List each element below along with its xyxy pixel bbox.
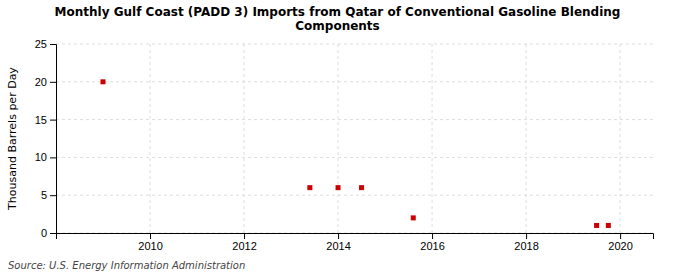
- x-tick-mark: [338, 233, 339, 239]
- x-axis: 2010 2012 2014 2016 2018 2020: [57, 233, 654, 252]
- x-tick-mark: [150, 233, 151, 239]
- x-tick-label: 2012: [232, 240, 256, 252]
- y-axis-line: [50, 45, 57, 234]
- plot-area: 2010 2012 2014 2016 2018 2020 0 5 10 15 20 25: [35, 38, 654, 252]
- point: [359, 185, 364, 190]
- grid-line-y: [56, 195, 653, 196]
- y-tick-label: 20: [35, 76, 47, 88]
- y-tick: 15: [35, 114, 56, 126]
- y-tick-mark: [50, 233, 56, 234]
- x-tick: 2012: [232, 233, 256, 252]
- y-tick-label: 10: [35, 151, 47, 163]
- points: [101, 79, 611, 228]
- x-tick: 2016: [420, 233, 444, 252]
- x-tick-mark: [432, 233, 433, 239]
- grid-line-x: [338, 44, 339, 233]
- y-tick-label: 5: [41, 189, 47, 201]
- y-tick-label: 15: [35, 114, 47, 126]
- grid-line-x: [526, 44, 527, 233]
- point: [101, 79, 106, 84]
- y-tick: 10: [35, 151, 56, 163]
- point: [606, 223, 611, 228]
- grid-line-y: [56, 157, 653, 158]
- grid-line-y: [56, 119, 653, 120]
- point: [411, 215, 416, 220]
- point: [594, 223, 599, 228]
- x-tick: 2010: [138, 233, 162, 252]
- y-tick-mark: [50, 157, 56, 158]
- source: Source: U.S. Energy Information Administ…: [8, 260, 245, 271]
- chart: 2010 2012 2014 2016 2018 2020 0 5 10 15 20 25 Monthl…: [0, 0, 675, 275]
- title-line: Components: [295, 19, 380, 33]
- y-tick: 25: [35, 38, 56, 50]
- point: [336, 185, 341, 190]
- grid-line-y: [56, 81, 653, 82]
- x-tick-label: 2014: [326, 240, 350, 252]
- grid-line-x: [244, 44, 245, 233]
- y-tick-mark: [50, 82, 56, 83]
- y-tick: 20: [35, 76, 56, 88]
- x-tick-label: 2010: [138, 240, 162, 252]
- x-tick-label: 2018: [514, 240, 538, 252]
- y-tick-mark: [50, 195, 56, 196]
- x-axis-line: [57, 234, 654, 240]
- grid-line-x: [150, 44, 151, 233]
- title: Monthly Gulf Coast (PADD 3) Imports from…: [55, 5, 621, 33]
- y-tick-mark: [50, 44, 56, 45]
- y-axis: 0 5 10 15 20 25: [35, 38, 57, 239]
- y-tick-mark: [50, 120, 56, 121]
- grid: [56, 44, 653, 233]
- x-tick: 2020: [608, 233, 632, 252]
- point: [307, 185, 312, 190]
- y-tick: 0: [41, 227, 56, 239]
- x-tick: 2014: [326, 233, 350, 252]
- x-tick-label: 2020: [608, 240, 632, 252]
- y-axis-label: Thousand Barrels per Day: [6, 67, 19, 211]
- grid-line-y: [56, 44, 653, 45]
- y-tick-label: 0: [41, 227, 47, 239]
- x-tick-mark: [244, 233, 245, 239]
- grid-line-x: [620, 44, 621, 233]
- title-line: Monthly Gulf Coast (PADD 3) Imports from…: [55, 5, 621, 19]
- x-tick-mark: [526, 233, 527, 239]
- x-tick: 2018: [514, 233, 538, 252]
- x-tick-mark: [620, 233, 621, 239]
- x-tick-label: 2016: [420, 240, 444, 252]
- grid-line-x: [432, 44, 433, 233]
- y-tick-label: 25: [35, 38, 47, 50]
- y-tick: 5: [41, 189, 56, 201]
